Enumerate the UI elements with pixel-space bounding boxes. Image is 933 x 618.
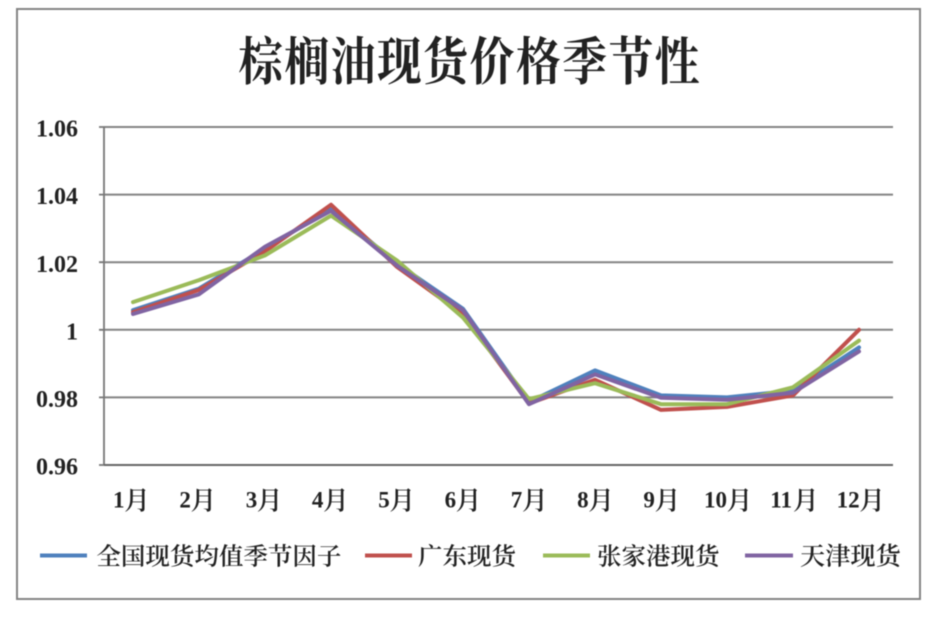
svg-text:5: 5 [378, 488, 390, 513]
svg-text:10: 10 [704, 488, 727, 513]
svg-text:1.04: 1.04 [36, 184, 78, 210]
svg-text:1: 1 [66, 319, 78, 345]
svg-text:1: 1 [113, 488, 125, 513]
svg-text:6: 6 [445, 488, 457, 513]
svg-text:7: 7 [511, 488, 523, 513]
svg-text:1.06: 1.06 [36, 117, 78, 143]
svg-text:1.02: 1.02 [36, 252, 78, 278]
svg-text:9: 9 [643, 488, 655, 513]
svg-text:3: 3 [246, 488, 258, 513]
svg-text:8: 8 [577, 488, 589, 513]
svg-text:0.98: 0.98 [36, 387, 78, 413]
svg-text:12: 12 [837, 488, 860, 513]
svg-text:11: 11 [770, 488, 792, 513]
svg-text:4: 4 [312, 488, 324, 513]
svg-text:0.96: 0.96 [36, 455, 78, 481]
svg-text:2: 2 [179, 488, 191, 513]
